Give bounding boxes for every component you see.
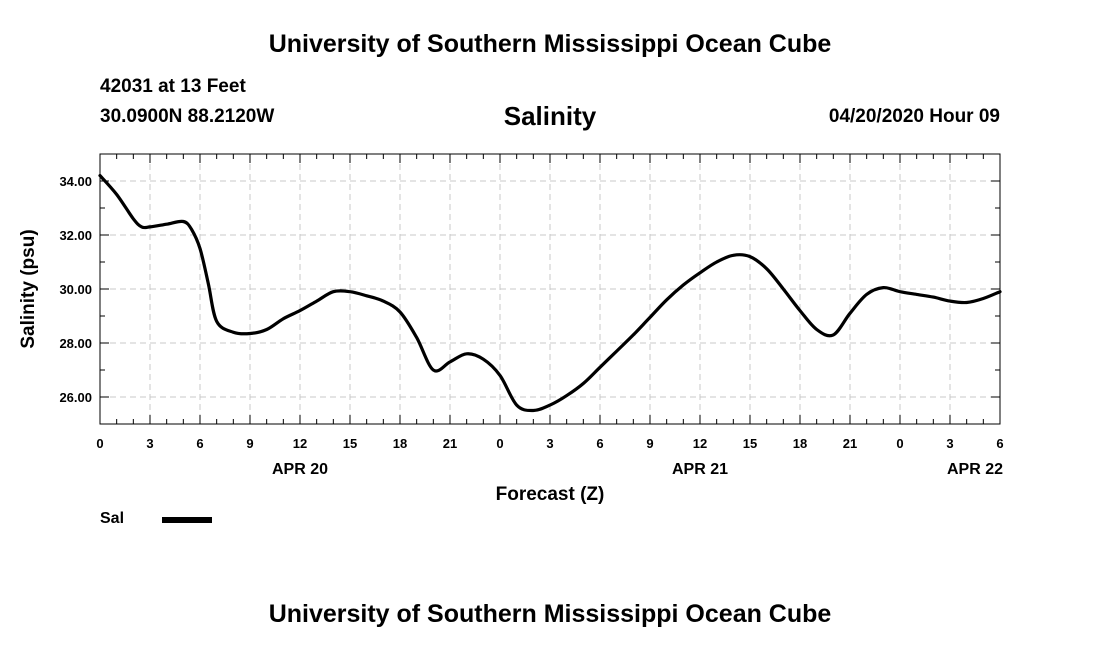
x-tick-label: 3	[546, 436, 553, 451]
bottom-title: University of Southern Mississippi Ocean…	[268, 600, 832, 628]
x-tick-label: 12	[693, 436, 707, 451]
x-tick-label: 12	[293, 436, 307, 451]
x-date-label: APR 22	[947, 461, 1003, 478]
x-tick-label: 21	[443, 436, 457, 451]
x-tick-label: 6	[196, 436, 203, 451]
x-tick-label: 9	[246, 436, 253, 451]
x-tick-label: 18	[793, 436, 807, 451]
y-tick-label: 30.00	[59, 282, 92, 297]
station-label: 42031 at 13 Feet	[100, 76, 246, 97]
x-tick-label: 15	[343, 436, 357, 451]
axis-ticks	[99, 153, 1001, 425]
legend: Sal	[100, 509, 230, 533]
x-tick-label: 3	[946, 436, 953, 451]
grid-lines	[100, 154, 1000, 424]
x-tick-labels: 0 3 6 9 12 15 18 21 0 3 6 9 12 15 18 21 0 3 6	[96, 436, 1003, 451]
forecast-run-time: 04/20/2020 Hour 09	[828, 106, 1000, 127]
date-labels: APR 20 APR 21 APR 22	[272, 461, 1003, 478]
x-tick-label: 15	[743, 436, 757, 451]
x-tick-label: 18	[393, 436, 407, 451]
y-tick-label: 32.00	[59, 228, 92, 243]
x-tick-label: 0	[896, 436, 903, 451]
y-axis-title: Salinity (psu)	[18, 229, 39, 348]
x-date-label: APR 20	[272, 461, 328, 478]
legend-swatch	[162, 517, 212, 523]
series-layer	[98, 174, 1002, 413]
y-tick-label: 26.00	[59, 390, 92, 405]
x-tick-label: 0	[96, 436, 103, 451]
plot-frame	[99, 153, 1001, 425]
y-tick-label: 28.00	[59, 336, 92, 351]
x-tick-label: 3	[146, 436, 153, 451]
y-tick-labels: 26.00 28.00 30.00 32.00 34.00	[59, 174, 92, 405]
x-date-label: APR 21	[672, 461, 728, 478]
station-coordinates: 30.0900N 88.2120W	[100, 106, 275, 127]
top-title: University of Southern Mississippi Ocean…	[268, 30, 832, 58]
x-axis-title: Forecast (Z)	[496, 484, 605, 505]
x-tick-label: 21	[843, 436, 857, 451]
legend-label: Sal	[100, 510, 125, 527]
y-tick-label: 34.00	[59, 174, 92, 189]
x-tick-label: 6	[596, 436, 603, 451]
x-tick-label: 0	[496, 436, 503, 451]
x-tick-label: 6	[996, 436, 1003, 451]
x-tick-label: 9	[646, 436, 653, 451]
chart-title: Salinity	[503, 101, 597, 131]
series-line-sal	[98, 174, 1002, 413]
